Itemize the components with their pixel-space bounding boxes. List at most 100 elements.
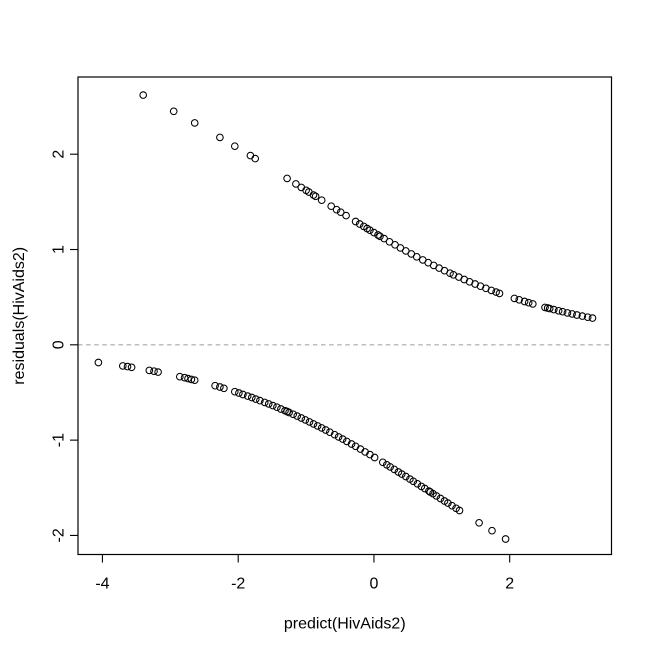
- data-point: [492, 288, 500, 296]
- data-point: [409, 477, 418, 486]
- data-point: [313, 422, 322, 430]
- data-point: [370, 453, 379, 462]
- data-point: [251, 395, 260, 403]
- data-point: [554, 306, 563, 315]
- data-point: [317, 424, 326, 432]
- data-point: [235, 389, 243, 397]
- data-point: [563, 309, 572, 317]
- data-point: [216, 133, 224, 142]
- data-point: [175, 372, 184, 381]
- plot-box-group: [77, 76, 613, 556]
- data-point: [327, 202, 336, 211]
- data-point: [355, 220, 364, 228]
- x-axis: -4 -2 0 2: [95, 554, 514, 593]
- data-point: [239, 390, 247, 399]
- data-point: [378, 458, 387, 467]
- data-point: [150, 367, 158, 376]
- data-point: [190, 376, 199, 385]
- data-point: [145, 366, 154, 375]
- data-point: [475, 518, 483, 527]
- data-point: [515, 295, 524, 304]
- data-point: [251, 154, 260, 163]
- data-point: [190, 119, 199, 127]
- data-point: [455, 506, 464, 515]
- data-point: [520, 297, 529, 306]
- data-point: [488, 526, 496, 535]
- data-point: [342, 211, 350, 220]
- data-point: [501, 535, 510, 543]
- data-point: [351, 217, 360, 226]
- data-point: [390, 465, 399, 474]
- plot-box: [77, 76, 613, 556]
- data-point: [347, 440, 356, 448]
- data-point: [495, 289, 504, 298]
- data-point: [573, 311, 581, 319]
- data-point: [380, 234, 388, 243]
- data-point: [528, 300, 537, 308]
- x-axis-title: predict(HivAids2): [284, 616, 406, 633]
- data-point: [444, 499, 452, 507]
- data-point: [334, 433, 343, 441]
- data-point: [549, 305, 558, 314]
- data-point: [118, 362, 127, 370]
- data-point: [256, 396, 264, 405]
- data-point: [273, 403, 281, 412]
- data-point: [211, 381, 219, 390]
- data-point: [187, 375, 196, 384]
- data-point: [277, 405, 285, 413]
- data-point: [397, 470, 406, 478]
- data-point: [588, 314, 597, 322]
- data-point: [260, 398, 269, 407]
- data-point: [432, 492, 441, 500]
- data-point: [180, 373, 189, 382]
- data-point: [321, 426, 330, 434]
- data-point: [243, 392, 252, 400]
- data-point: [230, 387, 239, 396]
- data-point: [545, 304, 554, 313]
- data-point: [297, 414, 306, 422]
- data-point: [376, 232, 384, 241]
- data-point: [374, 231, 382, 239]
- data-point: [401, 472, 410, 481]
- data-point: [246, 151, 255, 160]
- data-point: [448, 501, 456, 510]
- data-point: [169, 107, 178, 116]
- y-axis-tick-label: 1: [51, 245, 68, 254]
- data-point: [154, 368, 162, 376]
- data-point: [283, 174, 291, 183]
- data-point: [583, 313, 592, 322]
- x-axis-tick-label: -4: [95, 576, 109, 593]
- y-axis-tick-label: -2: [51, 528, 68, 542]
- data-point: [220, 384, 228, 393]
- data-point: [301, 416, 310, 424]
- data-point: [317, 196, 326, 205]
- data-point: [293, 412, 302, 420]
- data-point: [568, 310, 576, 318]
- data-point: [311, 192, 320, 201]
- data-point: [309, 420, 318, 428]
- data-points-group: [94, 91, 597, 543]
- y-axis: -2 -1 0 1 2: [51, 150, 78, 543]
- data-point: [338, 435, 347, 443]
- data-point: [413, 479, 422, 488]
- data-point: [123, 362, 132, 371]
- data-point: [425, 487, 433, 495]
- data-point: [330, 430, 339, 439]
- data-point: [436, 494, 445, 503]
- data-point: [558, 307, 567, 316]
- data-point: [127, 363, 136, 372]
- y-axis-tick-label: 2: [51, 150, 68, 159]
- data-point: [216, 383, 224, 391]
- x-axis-tick-label: 0: [369, 576, 378, 593]
- data-point: [247, 393, 256, 402]
- data-point: [386, 463, 395, 471]
- y-axis-tick-label: -1: [51, 433, 68, 447]
- data-point: [268, 401, 277, 410]
- data-point: [420, 484, 429, 493]
- y-axis-tick-label: 0: [51, 340, 68, 349]
- data-point: [292, 180, 300, 188]
- x-axis-tick-label: 2: [505, 576, 514, 593]
- data-point: [289, 410, 298, 419]
